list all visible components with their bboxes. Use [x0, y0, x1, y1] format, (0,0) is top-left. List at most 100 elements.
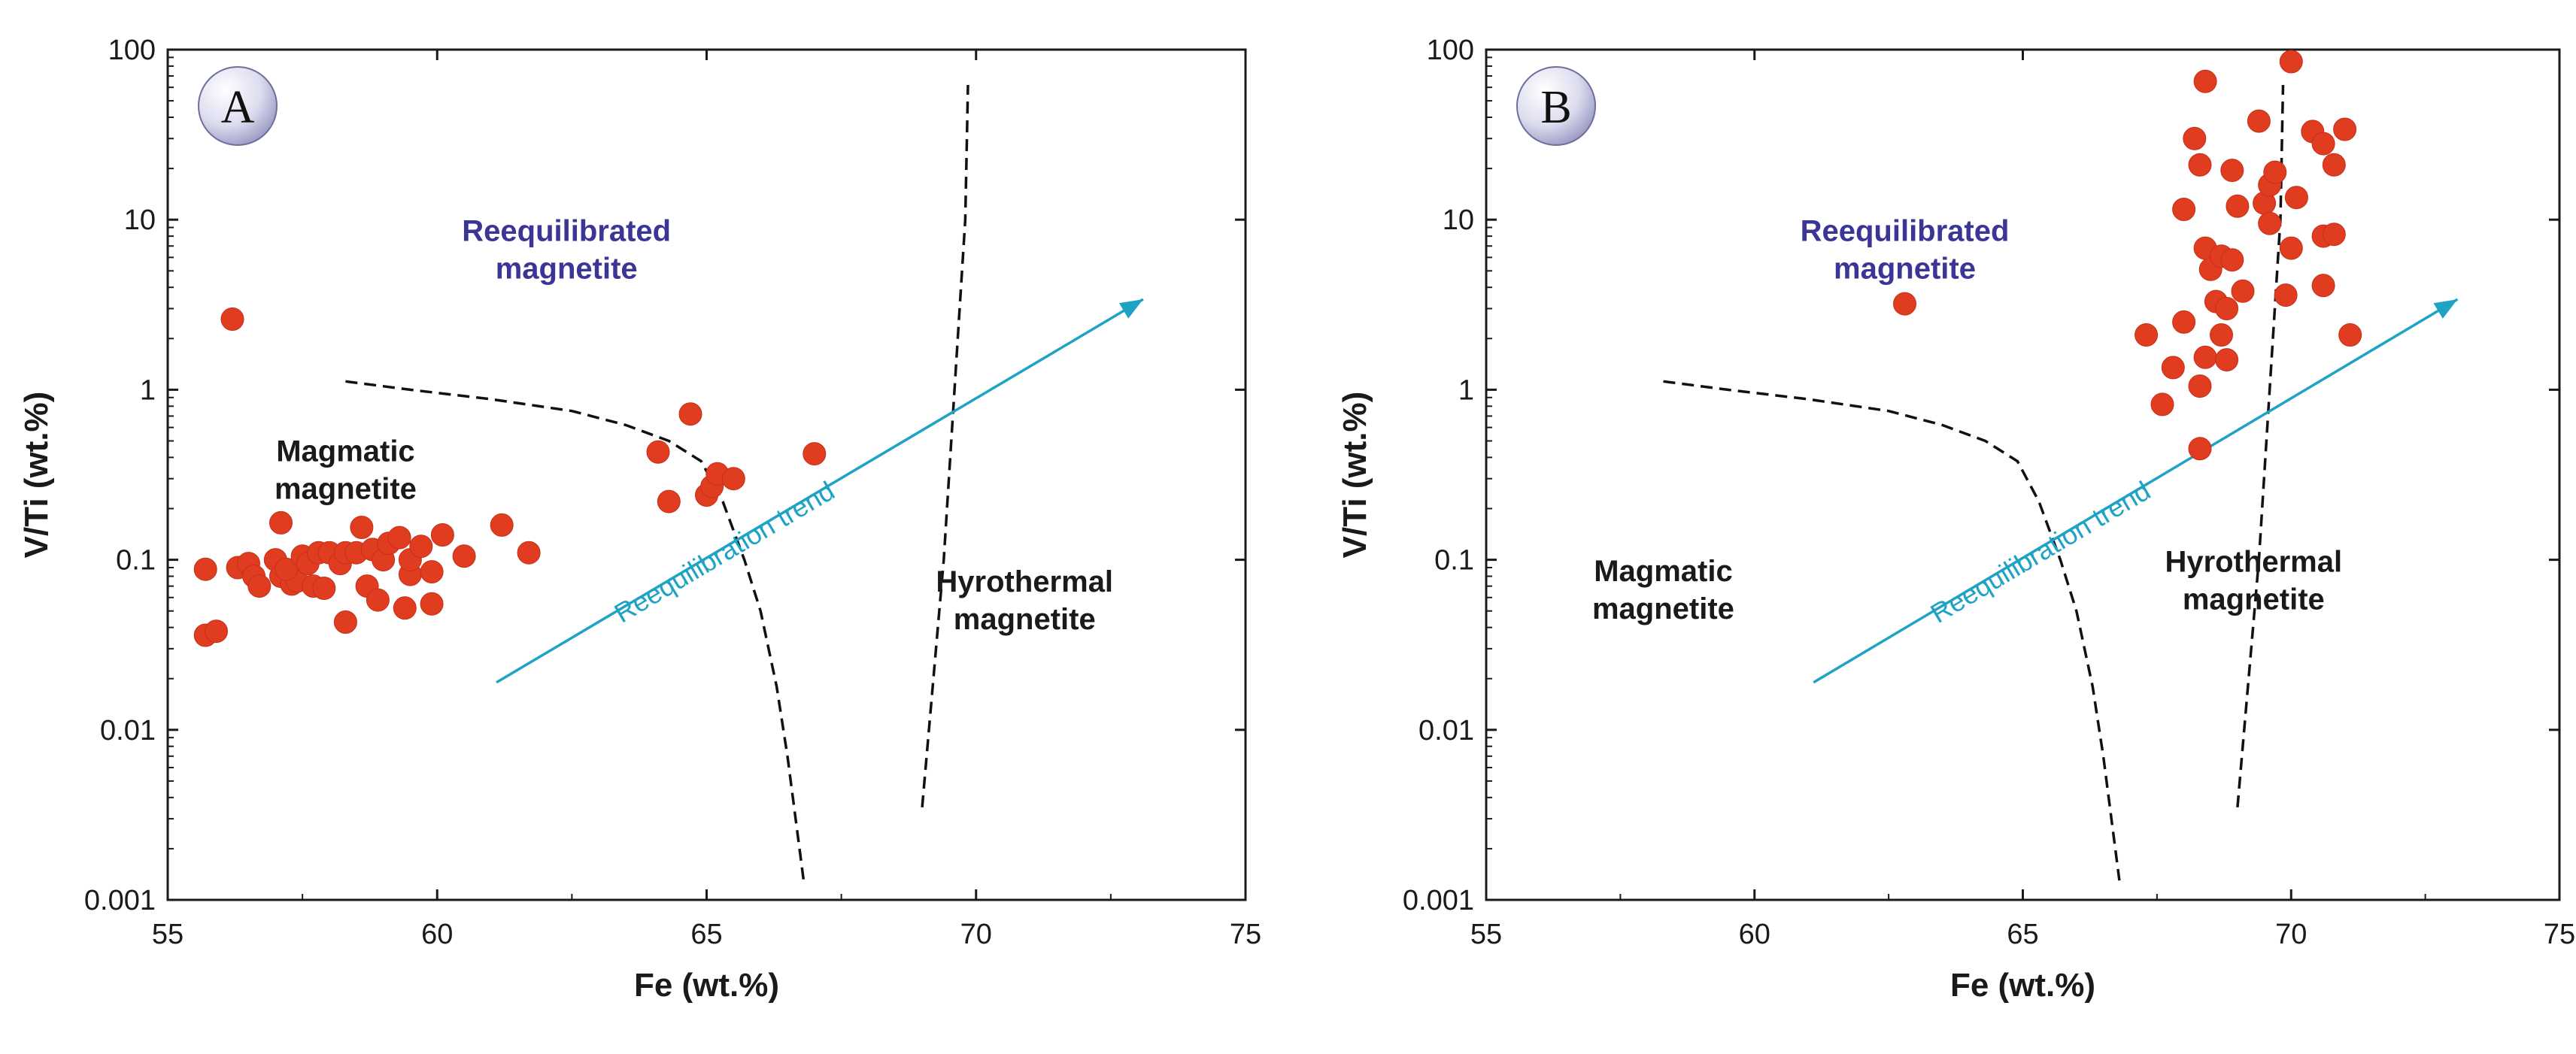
trend-arrow-line	[1813, 298, 2459, 684]
data-point	[393, 596, 417, 620]
data-point	[2215, 348, 2239, 372]
data-point	[2311, 274, 2335, 298]
region-label-reequilibrated: magnetite	[1834, 252, 1976, 285]
data-point	[269, 510, 293, 535]
data-point	[2279, 50, 2303, 74]
y-tick-label: 1	[1458, 374, 1474, 406]
data-point	[490, 513, 514, 537]
data-point	[366, 588, 390, 612]
data-point	[646, 440, 670, 464]
data-point	[1893, 292, 1916, 316]
data-point	[517, 541, 541, 565]
data-point	[350, 516, 374, 539]
data-point	[275, 557, 299, 581]
data-point	[2279, 236, 2303, 260]
data-point	[2172, 198, 2196, 221]
plot-frame	[1485, 48, 2561, 901]
panel-badge	[1516, 66, 1596, 146]
panel-letter: B	[1540, 82, 1571, 133]
data-point	[721, 467, 745, 491]
data-point	[420, 560, 444, 584]
data-point	[312, 577, 336, 600]
x-tick-label: 75	[1230, 919, 1261, 950]
x-tick-label: 65	[690, 919, 722, 950]
data-point	[657, 489, 681, 513]
y-axis-title: V/Ti (wt.%)	[18, 392, 55, 559]
y-tick-label: 0.01	[1418, 715, 1474, 747]
data-point	[2274, 283, 2298, 307]
data-point	[2333, 117, 2357, 141]
data-point	[420, 592, 444, 616]
data-point	[2188, 153, 2212, 177]
data-point	[2135, 323, 2159, 347]
trend-arrow-head	[1118, 299, 1143, 319]
data-point	[2188, 374, 2212, 398]
data-point	[2284, 186, 2308, 210]
data-point	[2220, 159, 2244, 183]
region-label-hydrothermal: Hyrothermal	[2165, 546, 2342, 579]
boundary-magmatic-reequilibrated	[1663, 380, 2121, 881]
x-axis-title: Fe (wt.%)	[1950, 967, 2095, 1004]
x-tick-label: 65	[2007, 919, 2038, 950]
panel-badge	[198, 66, 278, 146]
trend-label: Reequilibration trend	[1925, 475, 2156, 629]
data-point	[2188, 437, 2212, 461]
y-tick-label: 0.1	[116, 545, 156, 577]
x-tick-label: 60	[1739, 919, 1770, 950]
y-tick-label: 10	[124, 204, 156, 236]
data-point	[247, 574, 272, 598]
data-point	[2258, 211, 2282, 235]
data-point	[452, 544, 476, 568]
y-tick-label: 0.01	[100, 715, 156, 747]
y-axis-title: V/Ti (wt.%)	[1337, 392, 1373, 559]
panel-a: 55 60 65 70 75 0.001 0.01 0.1 1 10 100 Fe (wt.%) V/T…	[18, 35, 1261, 1004]
data-point	[2183, 126, 2207, 150]
region-label-reequilibrated: magnetite	[496, 252, 638, 285]
panel-b: 55 60 65 70 75 0.001 0.01 0.1 1 10 100 Fe (wt.%) V/T…	[1337, 35, 2575, 1004]
data-point	[2231, 279, 2255, 303]
data-point	[2215, 297, 2239, 320]
region-label-hydrothermal: magnetite	[2183, 583, 2325, 616]
region-label-reequilibrated: Reequilibrated	[1801, 214, 2010, 247]
y-tick-label: 0.001	[84, 885, 156, 916]
data-point	[2322, 223, 2346, 247]
region-label-magmatic: magnetite	[275, 472, 417, 505]
data-point	[803, 442, 827, 466]
data-point	[2193, 69, 2217, 93]
trend-arrow-line	[496, 298, 1144, 684]
region-label-magmatic: Magmatic	[1594, 555, 1733, 588]
data-point	[2172, 310, 2196, 334]
data-point	[205, 619, 228, 644]
y-tick-label: 10	[1443, 204, 1474, 236]
data-point	[193, 557, 217, 581]
data-point	[409, 535, 433, 559]
x-tick-label: 70	[2275, 919, 2307, 950]
data-point	[2226, 194, 2250, 218]
data-point	[2263, 160, 2287, 184]
data-point	[2193, 345, 2217, 369]
x-axis-title: Fe (wt.%)	[634, 967, 779, 1004]
trend-arrow-head	[2433, 299, 2458, 319]
y-tick-label: 1	[140, 374, 156, 406]
data-point	[430, 523, 454, 547]
data-point	[2322, 153, 2346, 177]
panel-letter: A	[221, 82, 255, 133]
data-point	[2150, 392, 2174, 416]
data-point	[2220, 248, 2244, 272]
x-tick-label: 60	[421, 919, 453, 950]
y-tick-label: 0.001	[1403, 885, 1474, 916]
trend-label: Reequilibration trend	[609, 475, 840, 629]
region-label-magmatic: magnetite	[1592, 592, 1734, 625]
y-tick-label: 100	[1427, 35, 1474, 66]
data-point	[2338, 323, 2362, 347]
region-label-magmatic: Magmatic	[276, 435, 415, 468]
data-point	[333, 610, 357, 634]
x-tick-label: 75	[2544, 919, 2575, 950]
x-tick-label: 55	[152, 919, 184, 950]
data-point	[2161, 356, 2185, 380]
x-tick-label: 55	[1470, 919, 1502, 950]
region-label-hydrothermal: magnetite	[954, 603, 1096, 636]
data-point	[678, 402, 702, 426]
data-point	[220, 307, 244, 331]
